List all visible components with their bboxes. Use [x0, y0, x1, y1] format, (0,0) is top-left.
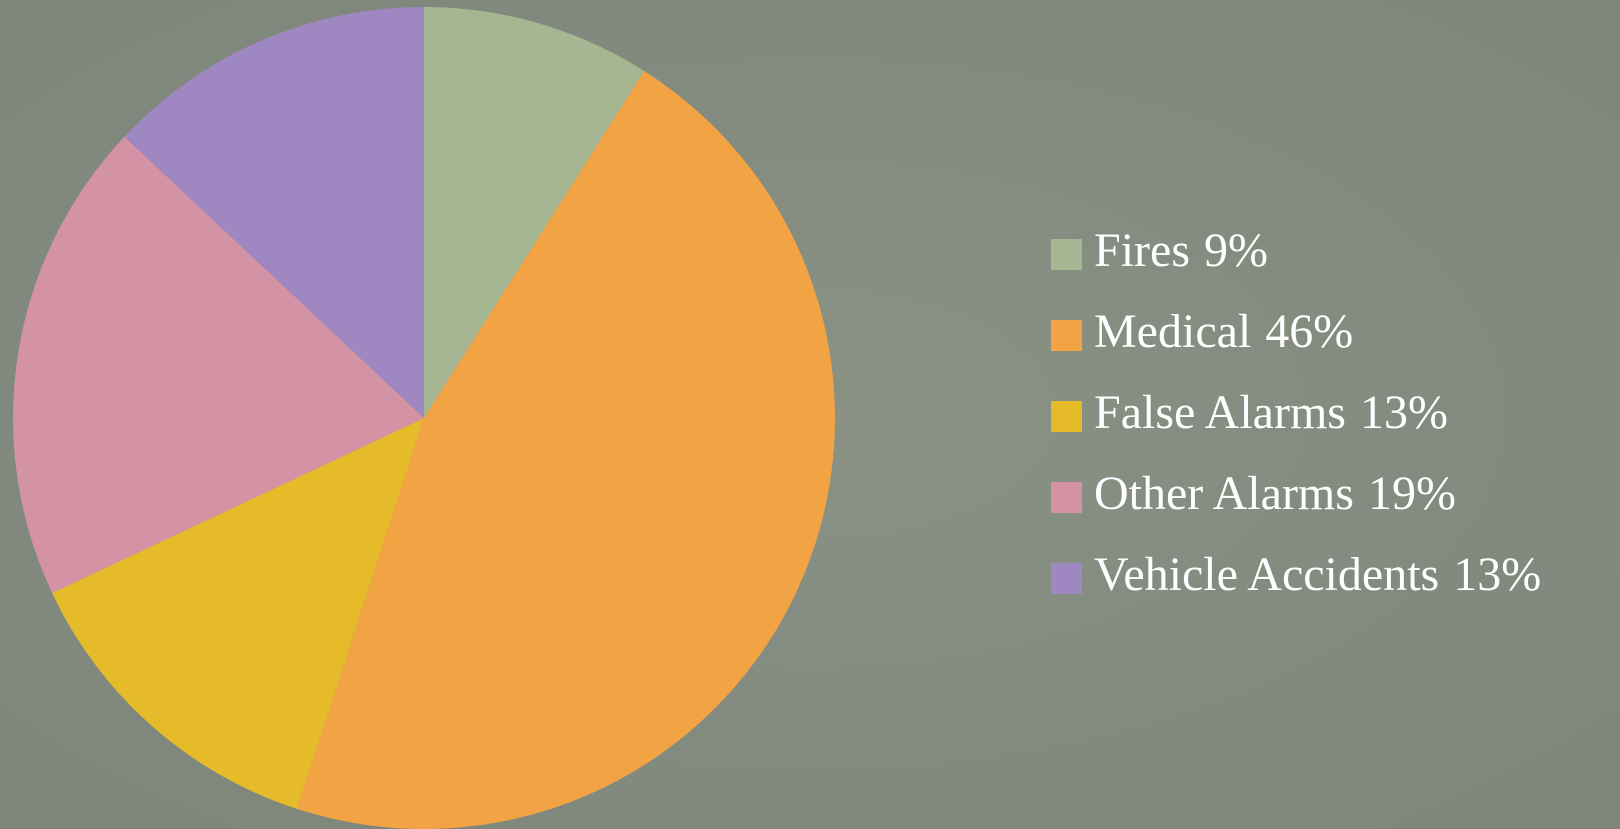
- pie-slice: [424, 7, 645, 418]
- legend-swatch: [1051, 482, 1082, 513]
- legend-label: Medical 46%: [1094, 305, 1353, 358]
- legend-value: 9%: [1204, 224, 1268, 277]
- pie-slice: [296, 70, 835, 829]
- legend-label: False Alarms 13%: [1094, 386, 1448, 439]
- legend-value: 13%: [1360, 386, 1448, 439]
- legend-label: Fires 9%: [1094, 224, 1268, 277]
- legend-category: Medical: [1094, 305, 1251, 358]
- legend-category: Other Alarms: [1094, 467, 1354, 520]
- legend-value: 13%: [1453, 548, 1541, 601]
- pie-slice: [12, 136, 424, 593]
- legend-category: False Alarms: [1094, 386, 1346, 439]
- legend-value: 19%: [1368, 467, 1456, 520]
- legend-swatch: [1051, 563, 1082, 594]
- pie-slice: [52, 418, 424, 809]
- legend-category: Vehicle Accidents: [1094, 548, 1439, 601]
- legend-category: Fires: [1094, 224, 1190, 277]
- legend-label: Other Alarms 19%: [1094, 467, 1456, 520]
- legend-value: 46%: [1265, 305, 1353, 358]
- pie-slice: [124, 7, 424, 418]
- legend-swatch: [1051, 239, 1082, 270]
- legend-swatch: [1051, 320, 1082, 351]
- legend-swatch: [1051, 401, 1082, 432]
- legend-label: Vehicle Accidents 13%: [1094, 548, 1541, 601]
